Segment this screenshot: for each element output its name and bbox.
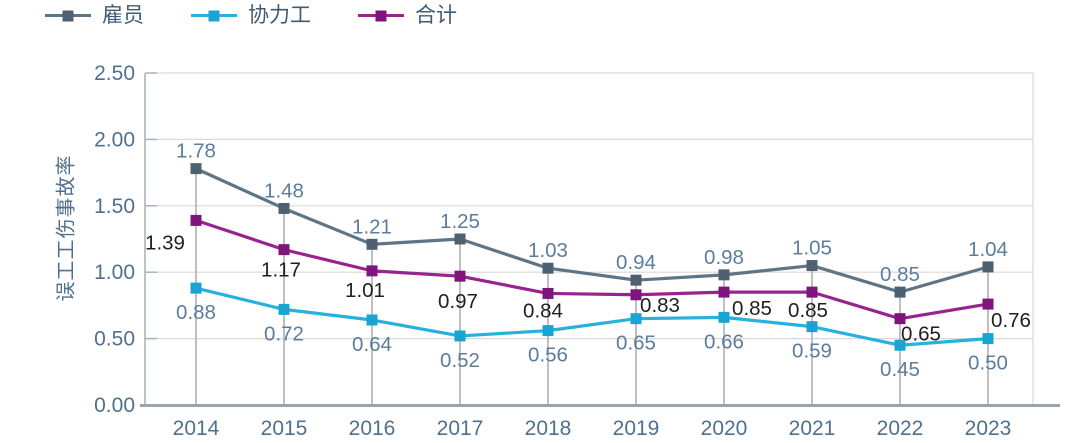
value-label: 1.39 bbox=[145, 231, 185, 254]
value-label: 0.65 bbox=[616, 332, 656, 355]
value-label: 1.21 bbox=[352, 215, 392, 238]
data-point-marker bbox=[806, 260, 818, 272]
data-point-marker bbox=[366, 238, 378, 250]
value-label: 0.64 bbox=[352, 333, 392, 356]
legend-marker-icon bbox=[62, 10, 74, 21]
y-tick-label: 0.00 bbox=[94, 394, 135, 417]
value-label: 0.50 bbox=[968, 352, 1008, 375]
legend-marker-icon bbox=[375, 10, 387, 21]
value-label: 0.56 bbox=[528, 344, 568, 367]
value-label: 0.84 bbox=[523, 299, 563, 322]
x-tick-label: 2020 bbox=[701, 417, 748, 440]
y-tick-label: 0.50 bbox=[94, 328, 135, 351]
value-label: 0.85 bbox=[788, 299, 828, 322]
legend-label-employees: 雇员 bbox=[102, 4, 144, 27]
data-point-marker bbox=[806, 321, 818, 333]
data-point-marker bbox=[630, 313, 642, 325]
data-point-marker bbox=[982, 298, 994, 310]
legend-line-contractors bbox=[191, 10, 237, 21]
data-point-marker bbox=[454, 233, 466, 245]
value-label: 0.76 bbox=[991, 309, 1031, 332]
x-tick-label: 2017 bbox=[437, 417, 484, 440]
legend: 雇员 协力工 合计 bbox=[45, 5, 457, 26]
y-tick-label: 1.00 bbox=[94, 261, 135, 284]
data-point-marker bbox=[630, 289, 642, 301]
data-point-marker bbox=[278, 244, 290, 256]
data-point-marker bbox=[718, 286, 730, 298]
data-point-marker bbox=[806, 286, 818, 298]
y-tick-label: 1.50 bbox=[94, 195, 135, 218]
value-label: 1.78 bbox=[176, 140, 216, 163]
value-label: 0.94 bbox=[616, 251, 656, 274]
data-point-marker bbox=[190, 282, 202, 294]
value-label: 0.97 bbox=[438, 290, 478, 313]
x-tick-label: 2023 bbox=[965, 417, 1012, 440]
legend-label-contractors: 协力工 bbox=[248, 4, 311, 27]
data-point-marker bbox=[982, 261, 994, 273]
data-point-marker bbox=[542, 262, 554, 274]
y-tick-label: 2.00 bbox=[94, 128, 135, 151]
data-point-marker bbox=[190, 163, 202, 175]
data-point-marker bbox=[894, 313, 906, 325]
value-label: 0.98 bbox=[704, 246, 744, 269]
data-point-marker bbox=[718, 311, 730, 323]
value-label: 1.03 bbox=[528, 239, 568, 262]
data-point-marker bbox=[366, 314, 378, 326]
x-tick-label: 2022 bbox=[877, 417, 924, 440]
data-point-marker bbox=[894, 286, 906, 298]
data-point-marker bbox=[454, 270, 466, 282]
legend-item-total: 合计 bbox=[358, 5, 457, 26]
value-label: 0.45 bbox=[880, 358, 920, 381]
legend-item-employees: 雇员 bbox=[45, 5, 144, 26]
data-point-marker bbox=[982, 333, 994, 345]
value-label: 0.88 bbox=[176, 301, 216, 324]
value-label: 0.72 bbox=[264, 322, 304, 345]
value-label: 1.17 bbox=[261, 259, 301, 282]
series-line-2 bbox=[195, 218, 989, 321]
legend-item-contractors: 协力工 bbox=[191, 5, 311, 26]
x-tick-label: 2018 bbox=[525, 417, 572, 440]
value-label: 0.52 bbox=[440, 349, 480, 372]
data-point-marker bbox=[366, 265, 378, 277]
series-line-1 bbox=[195, 286, 989, 347]
data-point-marker bbox=[278, 202, 290, 214]
value-label: 0.85 bbox=[732, 297, 772, 320]
y-tick-label: 2.50 bbox=[94, 62, 135, 85]
value-label: 1.04 bbox=[968, 238, 1008, 261]
x-tick-label: 2019 bbox=[613, 417, 660, 440]
data-point-marker bbox=[542, 287, 554, 299]
value-label: 0.66 bbox=[704, 330, 744, 353]
value-label: 1.48 bbox=[264, 179, 304, 202]
value-label: 1.01 bbox=[345, 279, 385, 302]
value-label: 1.05 bbox=[792, 237, 832, 260]
value-label: 0.59 bbox=[792, 340, 832, 363]
data-point-marker bbox=[718, 269, 730, 281]
data-point-marker bbox=[542, 325, 554, 337]
legend-line-employees bbox=[45, 10, 91, 21]
legend-line-total bbox=[358, 10, 404, 21]
value-label: 0.65 bbox=[901, 323, 941, 346]
data-point-marker bbox=[630, 274, 642, 286]
value-label: 0.85 bbox=[880, 263, 920, 286]
value-label: 1.25 bbox=[440, 210, 480, 233]
series-line-0 bbox=[195, 167, 989, 294]
data-point-marker bbox=[454, 330, 466, 342]
x-tick-label: 2015 bbox=[261, 417, 308, 440]
x-tick-label: 2016 bbox=[349, 417, 396, 440]
x-tick-label: 2014 bbox=[173, 417, 220, 440]
legend-marker-icon bbox=[208, 10, 220, 21]
legend-label-total: 合计 bbox=[415, 4, 457, 27]
data-point-marker bbox=[894, 339, 906, 351]
data-point-marker bbox=[278, 303, 290, 315]
x-tick-label: 2021 bbox=[789, 417, 836, 440]
value-label: 0.83 bbox=[640, 294, 680, 317]
data-point-marker bbox=[190, 214, 202, 226]
